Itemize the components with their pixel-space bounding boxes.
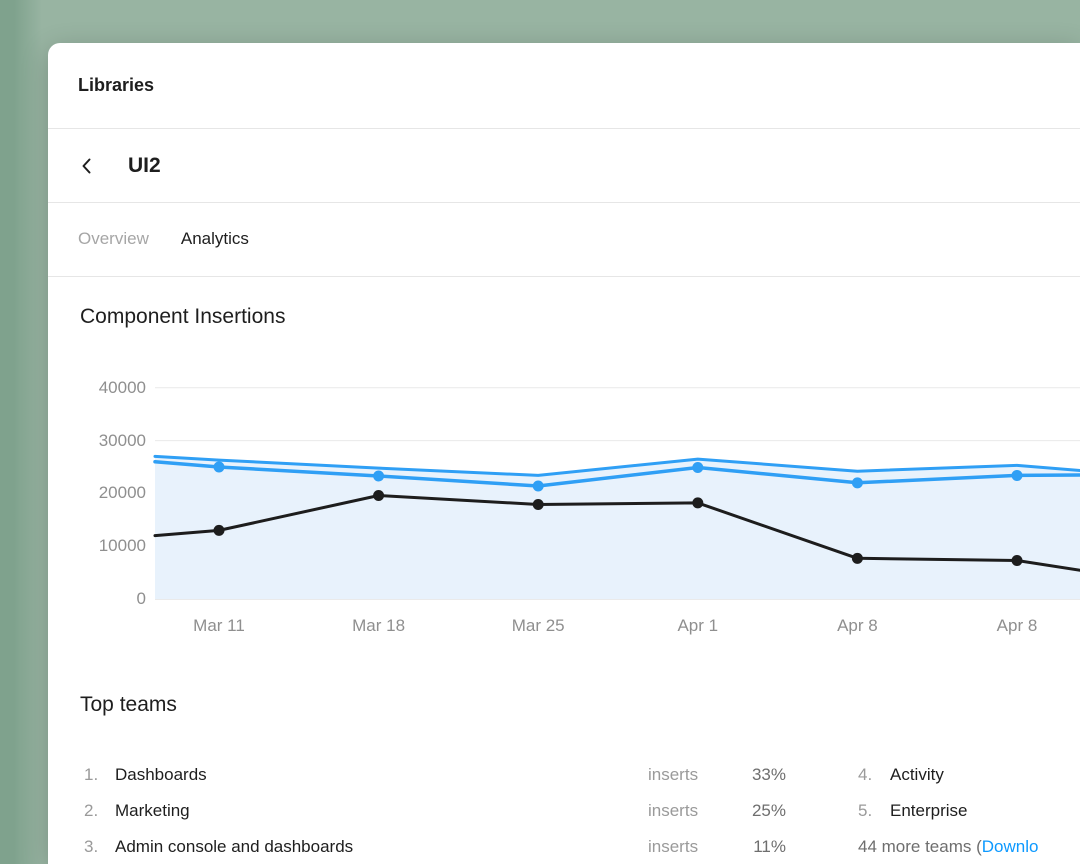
x-axis-label: Apr 8 (996, 616, 1038, 635)
team-metric-label: inserts (648, 801, 699, 820)
download-csv-link[interactable]: Downlo (981, 837, 1039, 856)
modal-title: Libraries (78, 75, 155, 95)
x-axis-label: Apr 1 (677, 616, 719, 635)
team-rank: 5. (858, 801, 873, 820)
team-row: 2. Marketing inserts 25% 5. Enterprise (48, 793, 1080, 829)
data-point (373, 470, 385, 482)
tab-overview[interactable]: Overview (78, 229, 149, 248)
team-rank: 3. (84, 837, 99, 856)
x-axis-label: Mar 25 (511, 616, 565, 635)
data-point (532, 498, 544, 510)
team-rank: 2. (84, 801, 99, 820)
series-line-insertions-upper-band (153, 454, 1080, 477)
team-percent: 33% (751, 765, 786, 784)
series-line-insertions-weekly (153, 459, 1080, 488)
chart-title: Component Insertions (80, 305, 286, 328)
x-axis-label: Apr 8 (837, 616, 878, 635)
data-point (1011, 554, 1023, 566)
data-point (1011, 469, 1023, 481)
team-row: 1. Dashboards inserts 33% 4. Activity (48, 757, 1080, 793)
data-point (692, 462, 704, 474)
team-metric-label: inserts (648, 765, 699, 784)
libraries-modal: Libraries UI2 Overview Analytics Compone… (48, 43, 1080, 864)
y-axis-label: 20000 (98, 483, 146, 503)
data-point (532, 480, 544, 492)
team-name: Dashboards (115, 765, 207, 784)
team-rank: 1. (84, 765, 99, 784)
y-axis-label: 0 (136, 589, 146, 608)
library-nav-row: UI2 (48, 129, 1080, 203)
x-axis-label: Mar 11 (193, 616, 245, 635)
team-name: Activity (890, 765, 944, 784)
more-teams-text: 44 more teams (Downlo (858, 829, 1038, 864)
team-metric-label: inserts (648, 837, 699, 856)
data-point (851, 477, 863, 489)
back-button[interactable] (72, 151, 102, 181)
modal-header: Libraries (48, 43, 1080, 129)
team-name: Admin console and dashboards (115, 837, 354, 856)
data-point (692, 497, 704, 509)
y-axis-label: 10000 (98, 536, 146, 556)
team-percent: 25% (751, 801, 786, 820)
data-point (851, 552, 863, 564)
top-teams-title: Top teams (80, 693, 177, 716)
more-teams-prefix: 44 more teams ( (858, 837, 982, 856)
team-rank: 4. (858, 765, 873, 784)
chevron-left-icon (82, 158, 91, 173)
x-axis: Mar 11 Mar 18 Mar 25 Apr 1 Apr 8 Apr 8 (48, 616, 1080, 640)
data-point (213, 524, 225, 536)
y-axis-label: 30000 (98, 430, 146, 450)
tab-analytics[interactable]: Analytics (180, 229, 249, 248)
chart-area-fill (155, 456, 1080, 599)
series-line-insertions-secondary (153, 494, 1080, 572)
library-title: UI2 (128, 153, 161, 177)
team-percent: 11% (753, 837, 786, 856)
team-name: Marketing (115, 801, 190, 820)
data-point (213, 461, 225, 473)
team-row: 3. Admin console and dashboards inserts … (48, 829, 1080, 864)
x-axis-label: Mar 18 (352, 616, 406, 635)
team-name: Enterprise (890, 801, 968, 820)
data-point (373, 490, 385, 502)
tab-bar: Overview Analytics (48, 202, 1080, 277)
y-axis-label: 40000 (98, 377, 146, 397)
